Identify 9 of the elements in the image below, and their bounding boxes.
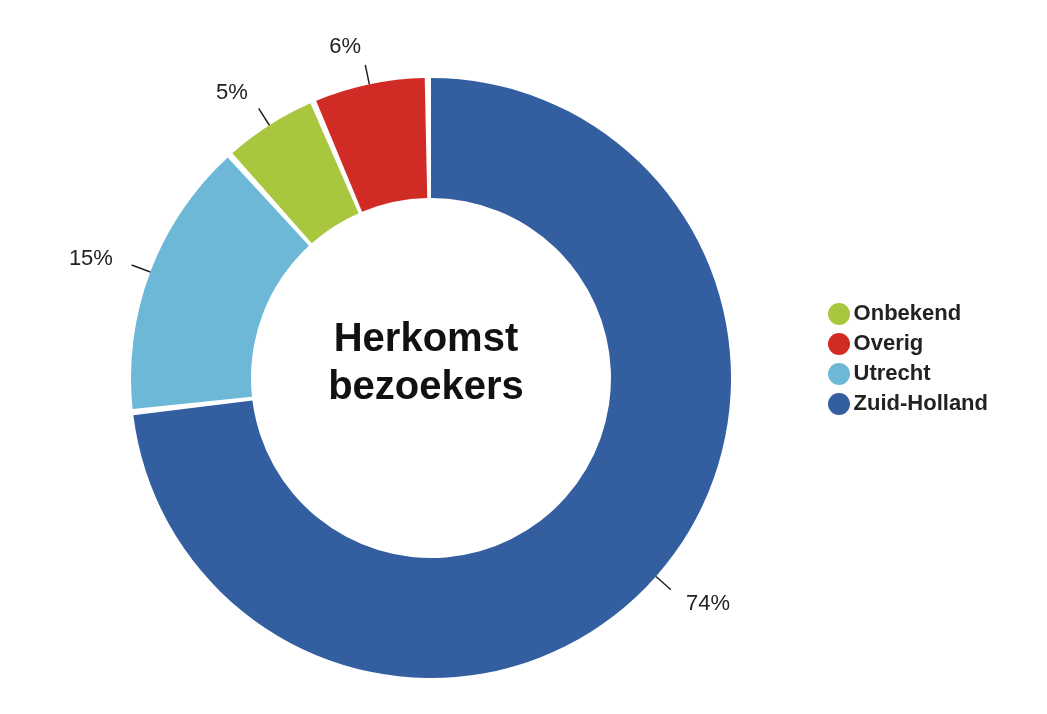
data-label: 74% — [685, 590, 730, 616]
legend-label: Overig — [853, 330, 924, 355]
data-label: 15% — [68, 245, 113, 271]
legend-label: Utrecht — [853, 360, 931, 385]
legend-label: Zuid-Holland — [853, 390, 988, 415]
legend-label: Onbekend — [853, 300, 962, 325]
data-label: 6% — [329, 32, 362, 58]
text: Herkomst bezoekers — [327, 314, 525, 409]
data-label: 5% — [216, 79, 248, 105]
